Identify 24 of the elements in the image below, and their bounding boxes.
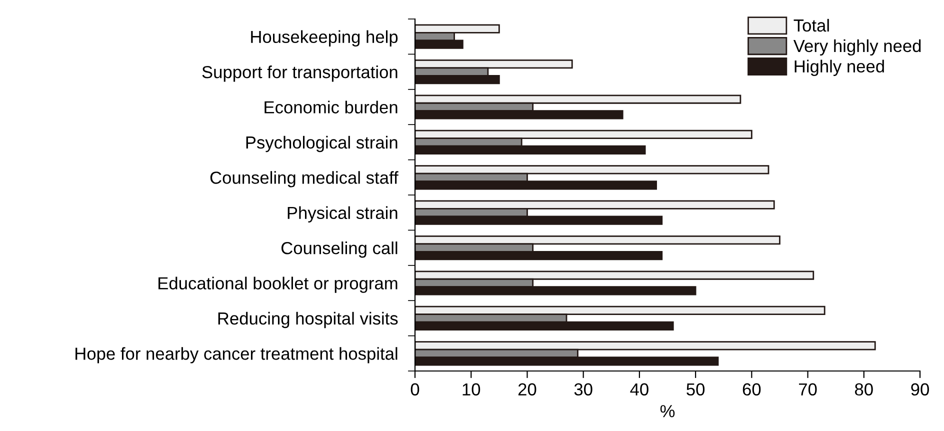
legend-label: Highly need	[794, 60, 884, 76]
x-tick-label: 20	[518, 383, 536, 396]
y-tick-label: Reducing hospital visits	[218, 312, 398, 328]
x-tick-label: 60	[742, 383, 761, 396]
x-tick-label: 80	[854, 383, 873, 396]
y-tick-label: Psychological strain	[246, 136, 398, 152]
y-tick-label: Economic burden	[264, 100, 398, 114]
y-tick-label: Counseling call	[281, 242, 398, 258]
x-axis-title: %	[660, 405, 675, 418]
y-tick-label: Housekeeping help	[251, 30, 398, 46]
x-tick-label: 90	[911, 383, 929, 396]
y-tick-label: Educational booklet or program	[158, 276, 398, 293]
x-tick-label: 30	[574, 383, 592, 396]
y-tick-label: Counseling medical staff	[210, 171, 398, 188]
y-tick-label: Physical strain	[288, 206, 398, 222]
x-tick-label: 50	[686, 383, 705, 396]
x-tick-label: 40	[630, 383, 648, 396]
y-tick-label: Support for transportation	[202, 66, 398, 82]
legend-label: Very highly need	[793, 39, 921, 56]
y-tick-label: Hope for nearby cancer treatment hospital	[76, 347, 398, 364]
x-tick-label: 10	[462, 383, 480, 396]
x-tick-label: 70	[799, 383, 817, 396]
x-tick-label: 0	[410, 383, 420, 396]
legend-label: Total	[794, 18, 829, 32]
